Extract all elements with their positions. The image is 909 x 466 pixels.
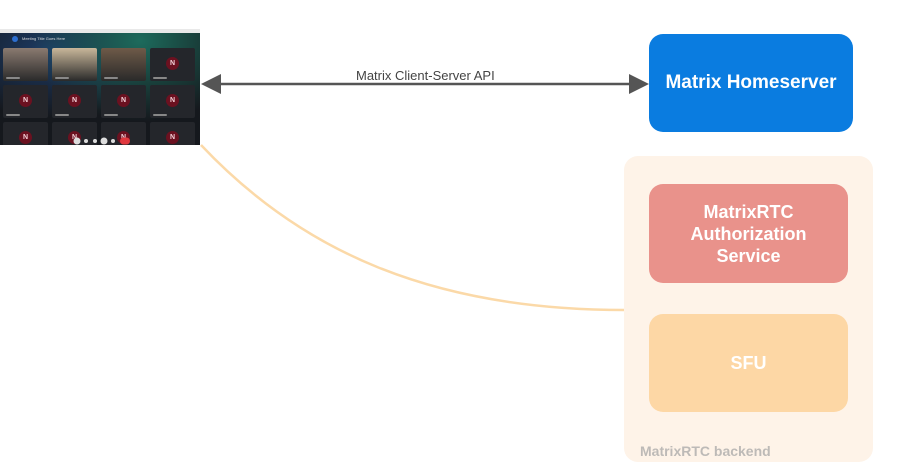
meeting-title: Meeting Title Goes Here [22,36,66,41]
participant-name-tag [104,77,118,79]
participant-name-tag [153,77,167,79]
sfu-link-curve [200,144,625,312]
room-avatar-icon [12,36,18,42]
participant-avatar: N [166,57,179,70]
authorization-service-node: MatrixRTC Authorization Service [649,184,848,283]
participant-name-tag [153,114,167,116]
participant-avatar: N [166,94,179,107]
participant-tile [52,48,97,81]
participant-name-tag [6,114,20,116]
participant-tile: N [150,122,195,145]
participant-tile: N [150,48,195,81]
matrix-homeserver-node: Matrix Homeserver [649,34,853,132]
participant-avatar: N [117,94,130,107]
participant-tile [3,48,48,81]
participant-tile [101,48,146,81]
client-server-api-label: Matrix Client-Server API [356,68,495,83]
participant-tile: N [52,85,97,118]
participant-name-tag [6,77,20,79]
participant-tile: N [150,85,195,118]
backend-group-label: MatrixRTC backend [640,443,771,459]
participant-avatar: N [19,94,32,107]
participant-tile: N [3,85,48,118]
video-call-screenshot: Meeting Title Goes Here NNNNNNNNN [0,29,200,145]
browser-chrome [0,29,200,33]
participant-avatar: N [166,131,179,144]
participant-name-tag [55,114,69,116]
sfu-node: SFU [649,314,848,412]
authorization-service-label: MatrixRTC Authorization Service [690,201,807,266]
participant-name-tag [55,77,69,79]
participant-tile: N [101,85,146,118]
call-controls [72,132,132,145]
participant-name-tag [104,114,118,116]
participant-tile: N [3,122,48,145]
participant-avatar: N [68,94,81,107]
participant-avatar: N [19,131,32,144]
call-controls-icons [73,137,130,145]
